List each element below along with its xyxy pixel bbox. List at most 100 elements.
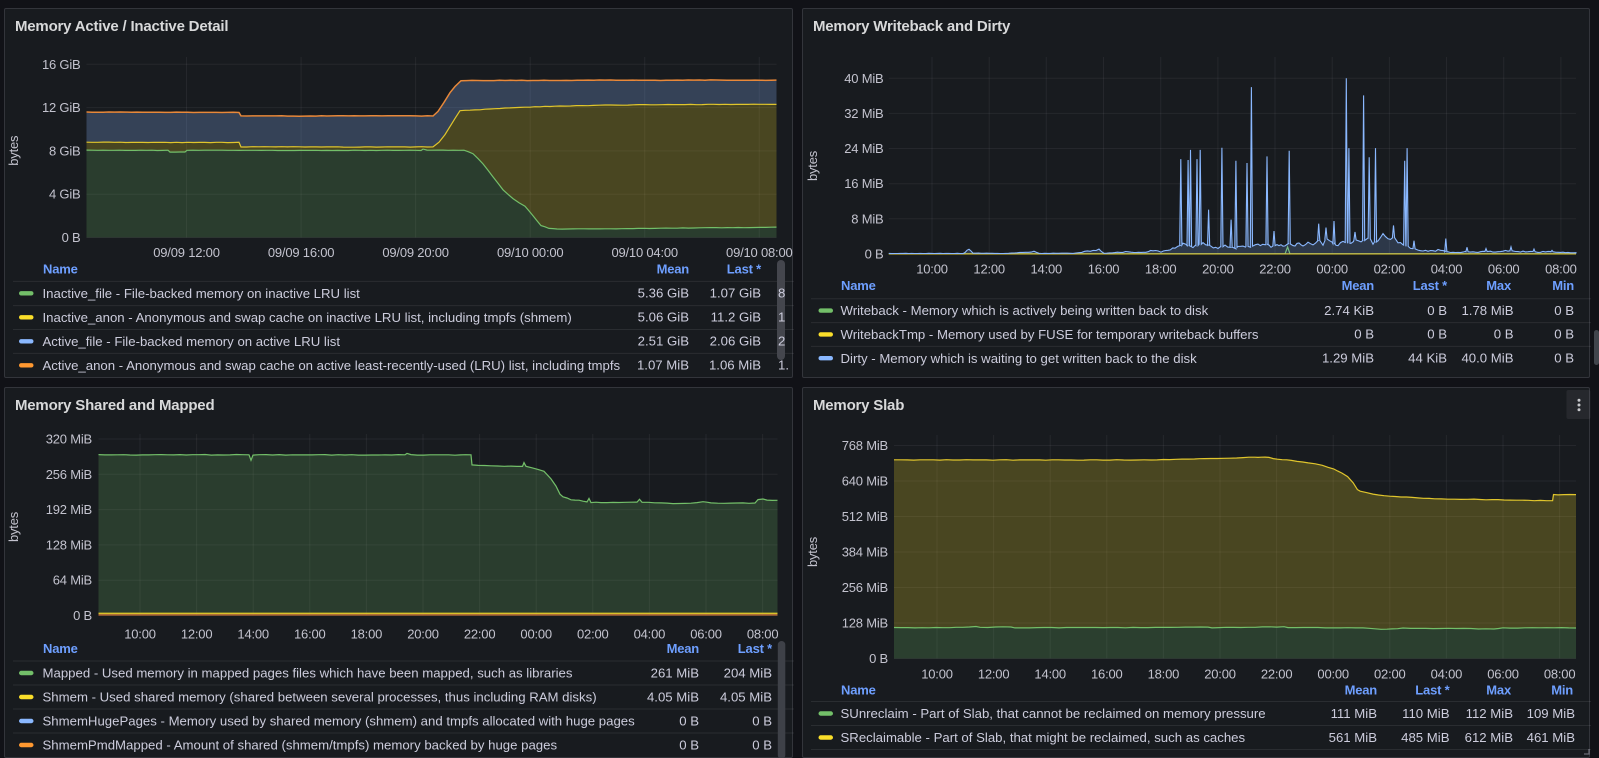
svg-text:1.07 GiB: 1.07 GiB (710, 286, 762, 301)
svg-text:09/09 20:00: 09/09 20:00 (382, 245, 448, 260)
svg-text:40.0 MiB: 40.0 MiB (1461, 351, 1513, 366)
svg-text:00:00: 00:00 (1316, 262, 1348, 277)
svg-text:02:00: 02:00 (1374, 666, 1406, 681)
svg-text:18:00: 18:00 (1148, 666, 1180, 681)
svg-text:0 B: 0 B (752, 737, 772, 752)
svg-text:02:00: 02:00 (1374, 262, 1406, 277)
svg-text:Last *: Last * (727, 261, 762, 276)
svg-text:1.06 MiB: 1.06 MiB (709, 358, 761, 373)
svg-text:Name: Name (43, 261, 78, 276)
svg-text:14:00: 14:00 (1034, 666, 1066, 681)
svg-text:bytes: bytes (805, 150, 820, 181)
svg-text:44 KiB: 44 KiB (1408, 351, 1447, 366)
svg-text:Active_file - File-backed memo: Active_file - File-backed memory on acti… (43, 334, 341, 349)
svg-text:8 GiB: 8 GiB (49, 143, 81, 158)
svg-text:Name: Name (841, 682, 876, 697)
svg-text:4 GiB: 4 GiB (49, 187, 81, 202)
svg-text:06:00: 06:00 (1487, 666, 1519, 681)
svg-text:12:00: 12:00 (973, 262, 1005, 277)
svg-text:485 MiB: 485 MiB (1401, 730, 1450, 745)
svg-text:Name: Name (841, 278, 876, 293)
svg-text:10:00: 10:00 (916, 262, 948, 277)
svg-text:09/09 12:00: 09/09 12:00 (153, 245, 219, 260)
svg-text:1: 1 (778, 310, 785, 325)
svg-text:20:00: 20:00 (1204, 666, 1236, 681)
svg-text:32 MiB: 32 MiB (844, 106, 883, 121)
svg-text:SReclaimable - Part of Slab, t: SReclaimable - Part of Slab, that might … (841, 730, 1246, 745)
svg-text:640 MiB: 640 MiB (842, 474, 888, 489)
svg-text:Dirty - Memory which is waitin: Dirty - Memory which is waiting to get w… (841, 351, 1198, 366)
svg-text:14:00: 14:00 (1031, 262, 1063, 277)
svg-text:Active_anon - Anonymous and sw: Active_anon - Anonymous and swap cache o… (43, 358, 621, 373)
svg-text:Shmem - Used shared memory (sh: Shmem - Used shared memory (shared betwe… (43, 690, 597, 705)
svg-text:204 MiB: 204 MiB (724, 665, 773, 680)
svg-text:Max: Max (1486, 278, 1512, 293)
svg-text:0 B: 0 B (869, 651, 888, 666)
svg-text:612 MiB: 612 MiB (1465, 730, 1514, 745)
svg-text:768 MiB: 768 MiB (842, 438, 888, 453)
svg-text:2.06 GiB: 2.06 GiB (710, 334, 762, 349)
svg-text:461 MiB: 461 MiB (1527, 730, 1576, 745)
svg-text:0 B: 0 B (679, 713, 699, 728)
svg-text:18:00: 18:00 (351, 627, 383, 642)
svg-text:2.51 GiB: 2.51 GiB (638, 334, 690, 349)
svg-text:Inactive_anon - Anonymous and: Inactive_anon - Anonymous and swap cache… (43, 310, 572, 325)
svg-text:8 MiB: 8 MiB (851, 211, 883, 226)
svg-text:Mean: Mean (1345, 682, 1378, 697)
svg-text:2.74 KiB: 2.74 KiB (1324, 303, 1374, 318)
svg-text:Mean: Mean (657, 261, 690, 276)
svg-text:ShmemHugePages - Memory used b: ShmemHugePages - Memory used by shared m… (43, 714, 636, 729)
svg-text:16 MiB: 16 MiB (844, 176, 883, 191)
svg-text:561 MiB: 561 MiB (1329, 730, 1378, 745)
svg-text:64 MiB: 64 MiB (53, 573, 92, 588)
svg-text:Last *: Last * (1413, 278, 1448, 293)
svg-text:08:00: 08:00 (1544, 666, 1576, 681)
svg-text:11.2 GiB: 11.2 GiB (711, 310, 762, 325)
svg-text:09/09 16:00: 09/09 16:00 (268, 245, 334, 260)
svg-text:18:00: 18:00 (1145, 262, 1177, 277)
svg-text:0 B: 0 B (1427, 303, 1447, 318)
svg-text:Inactive_file - File-backed me: Inactive_file - File-backed memory on in… (43, 286, 361, 301)
svg-text:1.07 MiB: 1.07 MiB (637, 358, 689, 373)
svg-text:Last *: Last * (738, 641, 773, 656)
svg-text:09/10 00:00: 09/10 00:00 (497, 245, 563, 260)
svg-text:WritebackTmp - Memory used by: WritebackTmp - Memory used by FUSE for t… (841, 327, 1259, 342)
svg-text:00:00: 00:00 (520, 627, 552, 642)
svg-text:8: 8 (778, 286, 785, 301)
svg-text:14:00: 14:00 (237, 627, 269, 642)
svg-text:00:00: 00:00 (1317, 666, 1349, 681)
svg-text:Mean: Mean (1342, 278, 1375, 293)
svg-text:0 B: 0 B (1427, 327, 1447, 342)
svg-text:4.05 MiB: 4.05 MiB (647, 689, 699, 704)
svg-text:08:00: 08:00 (747, 627, 779, 642)
svg-text:109 MiB: 109 MiB (1527, 706, 1576, 721)
svg-text:SUnreclaim - Part of Slab, tha: SUnreclaim - Part of Slab, that cannot b… (841, 706, 1266, 721)
svg-text:bytes: bytes (6, 511, 21, 542)
svg-text:Min: Min (1551, 682, 1573, 697)
svg-text:40 MiB: 40 MiB (844, 71, 883, 86)
svg-text:261 MiB: 261 MiB (651, 665, 700, 680)
svg-text:02:00: 02:00 (577, 627, 609, 642)
svg-text:06:00: 06:00 (690, 627, 722, 642)
svg-text:1.: 1. (778, 358, 789, 373)
svg-text:08:00: 08:00 (1545, 262, 1577, 277)
svg-text:Min: Min (1552, 278, 1574, 293)
svg-text:22:00: 22:00 (464, 627, 496, 642)
svg-text:20:00: 20:00 (1202, 262, 1234, 277)
svg-text:111 MiB: 111 MiB (1331, 706, 1378, 721)
svg-text:0 B: 0 B (62, 230, 81, 245)
svg-text:22:00: 22:00 (1259, 262, 1291, 277)
svg-text:12:00: 12:00 (978, 666, 1010, 681)
svg-text:256 MiB: 256 MiB (46, 467, 92, 482)
svg-text:112 MiB: 112 MiB (1466, 706, 1514, 721)
svg-text:Name: Name (43, 641, 78, 656)
svg-text:0 B: 0 B (752, 713, 772, 728)
svg-text:09/10 08:00: 09/10 08:00 (726, 245, 792, 260)
svg-text:04:00: 04:00 (634, 627, 666, 642)
svg-text:04:00: 04:00 (1431, 666, 1463, 681)
svg-text:16:00: 16:00 (1088, 262, 1120, 277)
svg-text:0 B: 0 B (1554, 303, 1574, 318)
svg-text:0 B: 0 B (73, 608, 92, 623)
svg-text:Writeback - Memory which is ac: Writeback - Memory which is actively bei… (841, 303, 1209, 318)
svg-text:4.05 MiB: 4.05 MiB (720, 689, 772, 704)
